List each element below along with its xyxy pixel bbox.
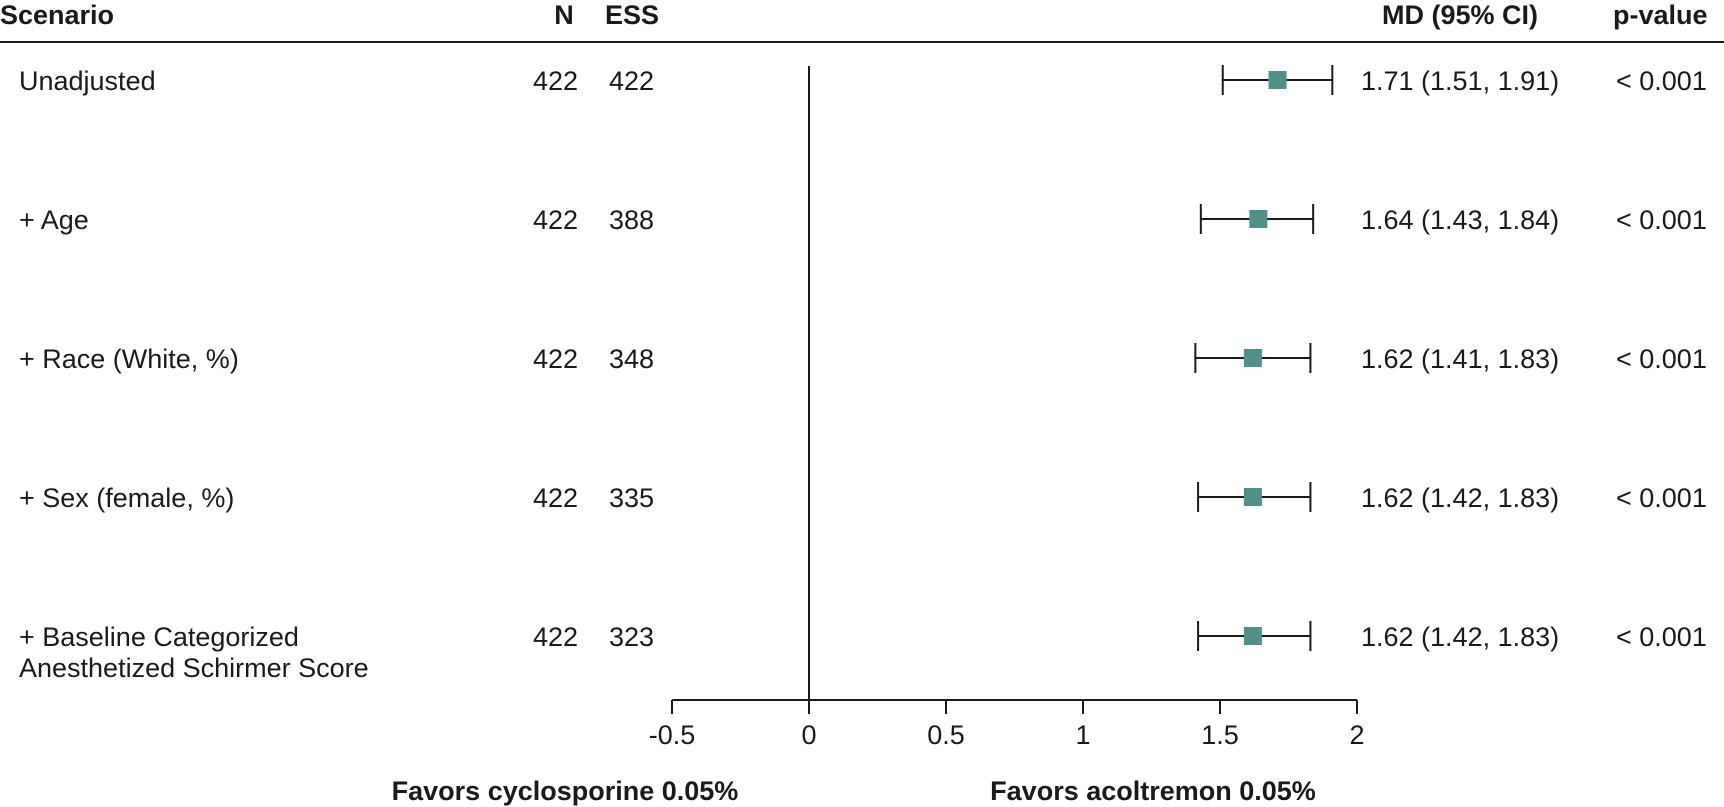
md-ci-value: 1.62 (1.41, 1.83) [1361,344,1559,374]
md-ci-value: 1.71 (1.51, 1.91) [1361,66,1559,96]
ess-value: 422 [609,66,654,96]
x-axis-ticks: -0.5 0 0.5 1 1.5 2 [649,700,1365,750]
md-point-marker [1243,349,1262,367]
md-point-marker [1243,627,1262,645]
scenario-row: + Age 422 388 1.64 (1.43, 1.84) < 0.001 [19,204,1707,235]
scenario-label: + Age [19,205,89,235]
scenario-row: + Sex (female, %) 422 335 1.62 (1.42, 1.83)… [19,482,1707,513]
favors-acoltremon-label: Favors acoltremon 0.05% [990,776,1316,806]
ess-value: 348 [609,344,654,374]
header-md-ci: MD (95% CI) [1382,0,1538,30]
x-tick-label: 0.5 [927,720,965,750]
favors-cyclosporine-label: Favors cyclosporine 0.05% [392,776,739,806]
md-ci-value: 1.64 (1.43, 1.84) [1361,205,1559,235]
scenario-label: + Race (White, %) [19,344,239,374]
n-value: 422 [533,66,578,96]
x-tick-label: 2 [1349,720,1364,750]
scenario-label: Anesthetized Schirmer Score [19,653,369,683]
n-value: 422 [533,483,578,513]
ess-value: 335 [609,483,654,513]
scenario-rows: Unadjusted 422 422 1.71 (1.51, 1.91) < 0.001… [19,65,1707,683]
p-value: < 0.001 [1616,622,1707,652]
scenario-label: + Baseline Categorized [19,622,299,652]
x-tick-label: -0.5 [649,720,696,750]
md-point-marker [1268,71,1287,89]
header-p-value: p-value [1613,0,1708,30]
scenario-row: Unadjusted 422 422 1.71 (1.51, 1.91) < 0.001 [19,65,1707,96]
scenario-label: + Sex (female, %) [19,483,234,513]
x-tick-label: 1.5 [1201,720,1239,750]
n-value: 422 [533,205,578,235]
md-point-marker [1243,488,1262,506]
md-ci-value: 1.62 (1.42, 1.83) [1361,622,1559,652]
n-value: 422 [533,344,578,374]
x-tick-label: 0 [801,720,816,750]
x-tick-label: 1 [1075,720,1090,750]
header-scenario: Scenario [0,0,114,30]
scenario-label: Unadjusted [19,66,156,96]
p-value: < 0.001 [1616,344,1707,374]
ess-value: 323 [609,622,654,652]
p-value: < 0.001 [1616,66,1707,96]
md-point-marker [1249,210,1268,228]
p-value: < 0.001 [1616,483,1707,513]
n-value: 422 [533,622,578,652]
scenario-row: + Race (White, %) 422 348 1.62 (1.41, 1.83)… [19,343,1707,374]
md-ci-value: 1.62 (1.42, 1.83) [1361,483,1559,513]
header-ess: ESS [605,0,659,30]
header-n: N [554,0,574,30]
ess-value: 388 [609,205,654,235]
p-value: < 0.001 [1616,205,1707,235]
